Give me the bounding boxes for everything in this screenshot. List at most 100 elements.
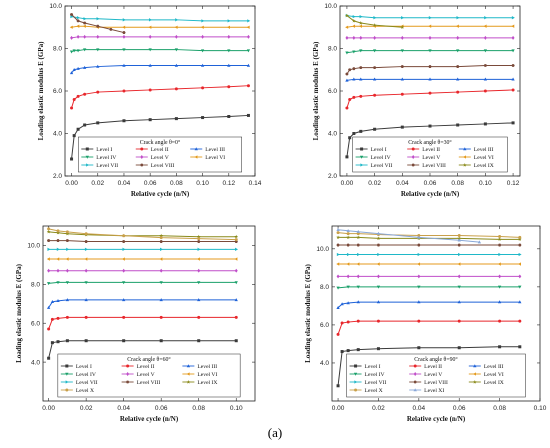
x-tick-label: 0.08 [451,180,464,187]
data-point [47,247,51,251]
legend-swatch-marker [413,364,417,368]
legend-label: Level XI [424,388,444,394]
data-point [428,24,432,28]
data-point [174,25,178,29]
data-point [122,234,126,238]
x-axis-label: Relative cycle (n/N) [120,415,179,423]
data-point [122,240,126,243]
plot-frame [42,225,256,402]
data-point [96,48,100,52]
data-point [356,262,360,266]
data-point [122,247,126,251]
data-point [197,237,201,241]
data-point [457,236,462,240]
data-point [511,35,515,40]
legend-title: Crack angle θ=60° [127,356,171,363]
data-point [511,16,515,20]
x-tick-label: 0.06 [155,405,168,412]
legend-label: Level III [474,147,494,153]
data-point [174,48,179,52]
legend-swatch-marker [194,147,198,151]
legend-swatch-marker [462,163,467,167]
data-point [417,243,421,247]
legend-box [352,136,508,173]
data-point [46,305,51,309]
series-line-8 [346,65,514,75]
data-point [518,345,522,349]
series-line-1 [346,122,514,157]
data-point [356,300,360,304]
legend-label: Level VI [205,155,225,161]
data-point [197,315,201,319]
x-tick-label: 0.10 [534,405,547,412]
data-point [498,319,502,323]
legend-swatch-marker [463,147,467,151]
series-line-2 [71,85,249,109]
y-tick-label: 2.0 [328,173,337,180]
data-point [70,106,74,110]
data-point [356,243,360,247]
data-point [345,72,349,76]
data-point [76,49,80,53]
legend-label: Level VI [484,372,504,378]
data-point [72,67,76,71]
y-tick-label: 8.0 [320,284,329,291]
data-point [159,247,163,251]
data-point [159,257,163,261]
data-point [83,21,87,25]
y-tick-label: 10.0 [49,3,62,10]
data-point [352,95,356,99]
x-tick-label: 0.02 [91,180,104,187]
data-point [65,239,70,243]
data-point [518,243,522,247]
legend-swatch-marker [354,380,358,384]
data-point [76,34,80,39]
data-point [83,17,87,21]
legend-title: Crack angle θ=30° [408,139,452,146]
y-tick-label: 2.0 [53,173,62,180]
data-point [56,239,60,243]
x-tick-label: 0.08 [493,405,506,412]
data-point [484,16,488,20]
data-point [352,67,356,71]
legend-label: Level IV [96,155,116,161]
y-axis-label: Loading elastic modulus E (GPa) [37,41,45,140]
legend-swatch-marker [186,372,190,376]
data-point [76,16,80,20]
data-point [456,49,460,53]
data-point [428,77,432,81]
data-point [497,243,502,247]
data-point [457,346,461,350]
data-point [201,34,205,39]
series-line-2 [337,320,520,335]
data-point [96,34,100,39]
data-point [345,106,349,110]
data-point [457,285,461,289]
data-point [65,257,69,261]
data-point [356,229,360,233]
data-point [47,356,51,360]
data-point [84,339,88,343]
data-point [511,77,515,81]
data-point [518,300,522,304]
data-point [511,49,515,53]
data-point [122,31,126,34]
data-point [336,231,340,235]
data-point [83,123,87,127]
data-point [340,350,344,354]
data-point [159,315,163,319]
x-tick-label: 0.00 [65,180,78,187]
data-point [96,64,100,68]
data-point [372,66,377,70]
legend-swatch-marker [65,388,69,392]
data-point [359,77,363,81]
data-point [377,252,381,257]
data-point [84,232,88,236]
data-point [234,268,238,273]
data-point [69,50,74,54]
legend-swatch-marker [411,147,415,151]
x-tick-label: 0.04 [413,405,426,412]
data-point [159,240,163,243]
data-point [336,252,340,257]
data-point [497,300,502,304]
